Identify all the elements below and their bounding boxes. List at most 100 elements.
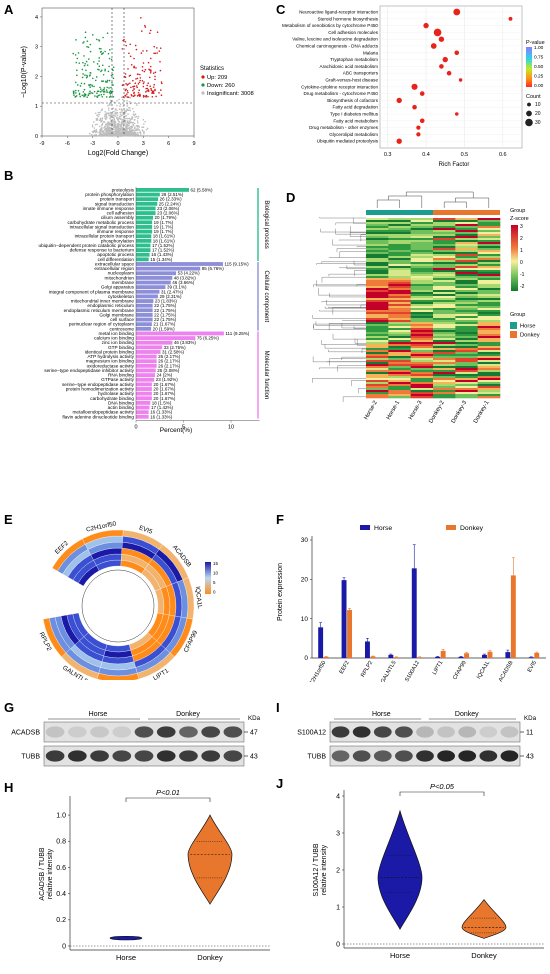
heatmap-cell (455, 382, 478, 385)
up-point (124, 40, 127, 43)
heatmap-cell (388, 336, 411, 339)
insignificant-point (125, 117, 127, 120)
category-label: Horse (116, 953, 136, 962)
heatmap-cell (366, 340, 389, 343)
heatmap-cell (366, 240, 389, 243)
heatmap-cell (410, 338, 434, 341)
x-tick-label: 6 (167, 141, 170, 147)
bar-value-label: 26 (2.17%) (158, 354, 181, 359)
insignificant-point (129, 119, 132, 121)
down-point (109, 90, 112, 92)
insignificant-point (96, 117, 99, 120)
insignificant-point (141, 129, 144, 132)
down-point (81, 76, 84, 79)
heatmap-cell (433, 390, 456, 393)
heatmap-cell (366, 266, 389, 269)
category-label: apoptotic process (97, 252, 134, 257)
bar-value-label: 48 (3.82%) (174, 275, 197, 280)
up-point (127, 96, 130, 98)
down-point (95, 38, 98, 41)
expression-bar (388, 654, 394, 658)
heatmap-cell (410, 324, 434, 327)
up-point (139, 73, 141, 76)
up-point (128, 52, 130, 55)
insignificant-point (117, 123, 120, 125)
insignificant-point (126, 123, 129, 126)
insignificant-point (136, 133, 139, 136)
insignificant-point (114, 108, 117, 111)
heatmap-cell (477, 334, 501, 337)
bar-value-label: 19 (1.7%) (154, 224, 174, 229)
up-point (151, 96, 154, 98)
heatmap-cell (455, 300, 478, 303)
insignificant-point (120, 134, 123, 137)
heatmap-cell (455, 396, 478, 399)
heatmap-cell (388, 222, 411, 225)
heatmap-cell (433, 254, 456, 257)
bar-value-label: 20 (1.67%) (153, 382, 176, 387)
heatmap-cell (366, 358, 389, 361)
go-bar (136, 313, 153, 317)
down-point (86, 74, 88, 77)
heatmap-cell (455, 224, 478, 227)
heatmap-cell (433, 252, 456, 255)
insignificant-point (98, 113, 101, 116)
heatmap-cell (410, 334, 434, 337)
pathway-label: Metabolism of xenobiotics by cytochrome … (282, 23, 378, 28)
down-point (105, 89, 108, 91)
heatmap-cell (410, 370, 434, 373)
heatmap-cell (477, 308, 501, 311)
heatmap-cell (366, 294, 389, 297)
heatmap-cell (366, 314, 389, 317)
up-point (127, 68, 129, 70)
up-point (153, 83, 156, 86)
go-bar (136, 303, 153, 308)
y-tick-label: 0 (304, 655, 308, 662)
insignificant-point (113, 124, 116, 127)
insignificant-point (109, 111, 112, 114)
heatmap-cell (455, 264, 478, 267)
heatmap-cell (410, 240, 434, 243)
heatmap-cell (433, 382, 456, 385)
legend-marker (201, 83, 205, 87)
bar-value-label: 62 (5.58%) (191, 187, 214, 192)
zscore-tick: -2 (520, 284, 525, 290)
heatmap-cell (388, 238, 411, 241)
down-point (105, 96, 108, 98)
heatmap-cell (410, 238, 434, 241)
heatmap-cell (388, 384, 411, 387)
up-point (135, 78, 137, 80)
insignificant-point (97, 111, 100, 114)
group-label: Cellular component (263, 270, 269, 322)
heatmap-cell (455, 270, 478, 273)
insignificant-point (121, 121, 124, 124)
heatmap-cell (455, 384, 478, 387)
heatmap-cell (388, 226, 411, 229)
category-label: membrane (112, 280, 135, 285)
heatmap-cell (410, 266, 434, 269)
pathway-label: Tryptophan metabolism (330, 57, 378, 62)
violin-shape (461, 898, 507, 939)
insignificant-point (125, 129, 127, 132)
y-tick-label: 0.8 (56, 839, 66, 846)
insignificant-point (94, 134, 96, 136)
heatmap-cell (455, 308, 478, 311)
heatmap-cell (477, 290, 501, 293)
panel-a: A -9 -6 -3 0 3 6 9 0 1 2 3 4 Log2(Fold Change) −Log… (0, 0, 270, 162)
panel-g: G Horse Donkey KDa ACADSB 47 TUBB 43 (0, 696, 270, 776)
insignificant-point (124, 133, 127, 136)
up-point (122, 96, 125, 98)
insignificant-point (124, 119, 126, 122)
up-point (159, 89, 162, 91)
up-point (139, 77, 142, 79)
heatmap-cell (410, 264, 434, 267)
column-label: Donkey-3 (451, 400, 469, 424)
heatmap-cell (388, 382, 411, 385)
heatmap-cell (477, 356, 501, 359)
heatmap-cell (410, 310, 434, 313)
heatmap-cell (366, 276, 389, 279)
heatmap-cell (455, 252, 478, 255)
category-label: carbohydrate binding (90, 396, 134, 401)
insignificant-point (115, 128, 118, 130)
